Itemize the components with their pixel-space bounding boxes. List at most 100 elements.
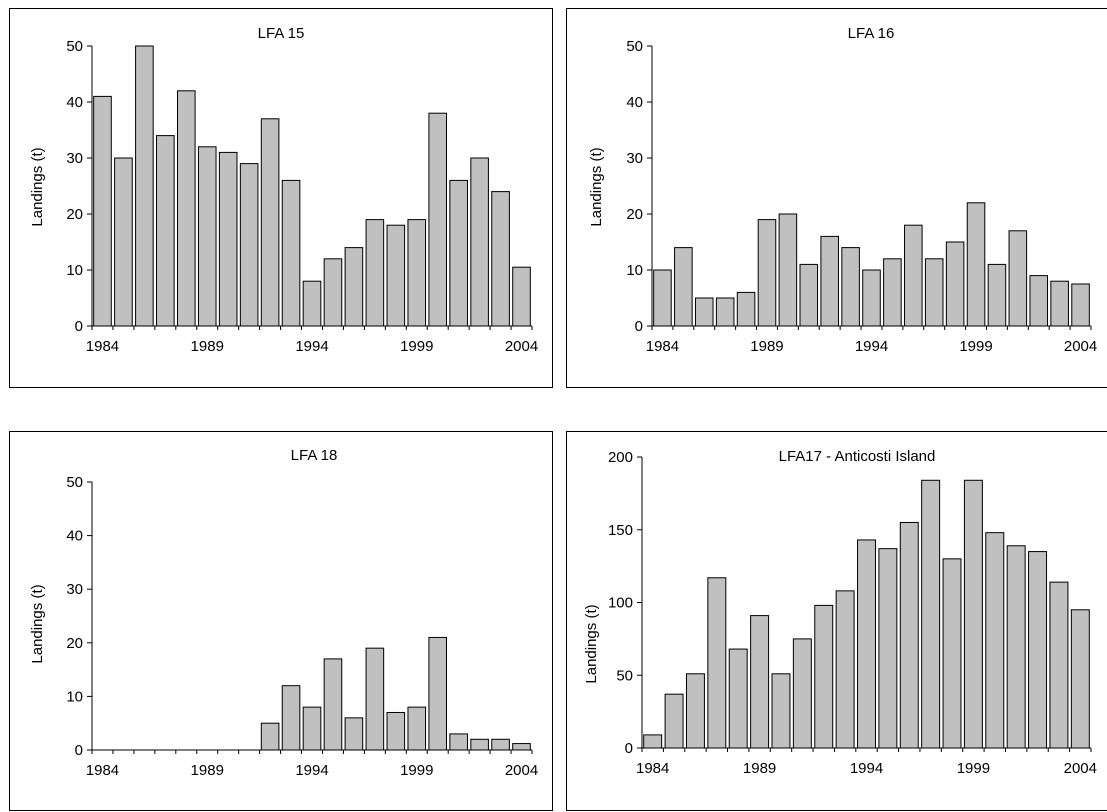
y-tick-label: 20 [66,635,83,652]
bar-1995 [323,658,343,751]
bar-1996 [344,247,364,327]
y-tick-label: 20 [66,206,83,223]
bar-1996 [344,717,364,751]
y-tick-label: 40 [66,528,83,545]
bar-1984 [653,269,672,327]
x-tick-label: 1999 [957,760,990,777]
bar-2003 [491,738,510,751]
y-tick-label: 20 [626,206,643,223]
bar-1990 [778,213,798,327]
bar-2003 [491,191,510,327]
bar-1987 [156,135,175,327]
x-tick-label: 1989 [191,762,224,779]
bar-2004 [512,743,531,751]
x-tick-label: 2004 [505,338,538,355]
y-axis-label: Landings (t) [29,584,46,663]
y-axis-label: Landings (t) [29,147,46,226]
y-tick-label: 40 [626,94,643,111]
bar-1988 [176,90,196,327]
bar-1985 [664,693,684,749]
bar-1989 [757,219,777,327]
bar-1997 [921,479,941,749]
bar-1995 [878,548,898,749]
bar-1987 [707,577,727,749]
bar-1993 [835,590,855,749]
y-tick-label: 10 [626,262,643,279]
bar-2002 [1028,551,1048,749]
bar-chart-lfa-16: LFA 16 Landings (t) 0 10 20 30 40 50 1984 1989 1… [588,25,1097,355]
bar-1993 [841,247,860,327]
bar-1990 [771,673,791,749]
bar-1985 [114,157,133,327]
bar-1989 [750,615,770,749]
bar-2002 [470,157,489,327]
bar-1997 [365,647,385,751]
bar-1998 [942,558,962,749]
x-tick-label: 1984 [86,762,119,779]
bar-1992 [820,235,839,327]
bar-1995 [883,258,902,327]
x-tick-label: 2004 [505,762,538,779]
bar-1990 [218,151,238,327]
x-tick-label: 1989 [191,338,224,355]
bar-2001 [449,179,468,327]
bar-1984 [643,734,663,749]
y-tick-label: 30 [66,150,83,167]
chart-title: LFA 16 [848,25,895,42]
bar-1993 [281,685,301,751]
x-tick-label: 2004 [1064,760,1097,777]
x-tick-label: 1999 [400,762,433,779]
bar-1999 [966,202,986,327]
chart-panel-lfa-15: LFA 15 Landings (t) 0 10 20 30 40 50 1984 1989 1… [9,8,553,388]
x-tick-label: 1999 [959,338,992,355]
y-tick-label: 150 [608,522,633,539]
y-tick-label: 10 [66,688,83,705]
bar-2002 [1029,275,1049,327]
y-tick-label: 30 [66,581,83,598]
bar-1989 [197,146,217,327]
bar-chart-lfa-15: LFA 15 Landings (t) 0 10 20 30 40 50 1984 1989 1… [29,25,538,355]
y-tick-label: 30 [626,150,643,167]
y-tick-label: 10 [66,262,83,279]
bar-chart-lfa-18: LFA 18 Landings (t) 0 10 20 30 40 50 1984 1989 1… [29,447,538,779]
bar-1997 [924,258,944,327]
bar-1992 [260,118,280,327]
y-tick-label: 50 [66,38,83,55]
bar-1998 [386,711,406,751]
bar-chart-lfa-17-anticosti: LFA17 - Anticosti Island Landings (t) 0 5… [583,448,1097,777]
bar-2001 [1008,230,1028,327]
bar-1991 [799,263,819,327]
bar-1998 [945,241,965,327]
bar-2000 [428,636,448,751]
bar-1994 [862,269,881,327]
chart-title: LFA 18 [291,447,338,464]
bar-1992 [260,722,280,751]
bar-1988 [728,648,748,749]
x-tick-label: 1989 [743,760,776,777]
y-tick-label: 0 [75,742,83,759]
bar-1994 [302,280,322,327]
bar-1999 [407,706,427,751]
bar-1986 [135,45,154,327]
bar-2000 [428,112,448,327]
x-tick-label: 1999 [400,338,433,355]
bar-1985 [674,247,693,327]
y-tick-label: 0 [635,318,643,335]
y-tick-label: 0 [75,318,83,335]
y-tick-label: 100 [608,595,633,612]
x-tick-label: 1994 [295,338,328,355]
bar-2001 [449,733,468,751]
bar-1992 [814,604,834,749]
bar-2003 [1050,280,1069,327]
x-tick-label: 2004 [1064,338,1097,355]
bar-1991 [239,163,259,327]
bar-1999 [963,479,983,749]
chart-panel-lfa-16: LFA 16 Landings (t) 0 10 20 30 40 50 1984 1989 1… [566,8,1107,388]
chart-panel-lfa-17: LFA17 - Anticosti Island Landings (t) 0 5… [566,431,1107,811]
bar-1995 [323,258,343,327]
x-tick-label: 1994 [850,760,883,777]
y-axis-label: Landings (t) [588,147,605,226]
bar-2004 [1070,609,1090,749]
bar-2004 [512,266,531,327]
x-tick-label: 1989 [750,338,783,355]
